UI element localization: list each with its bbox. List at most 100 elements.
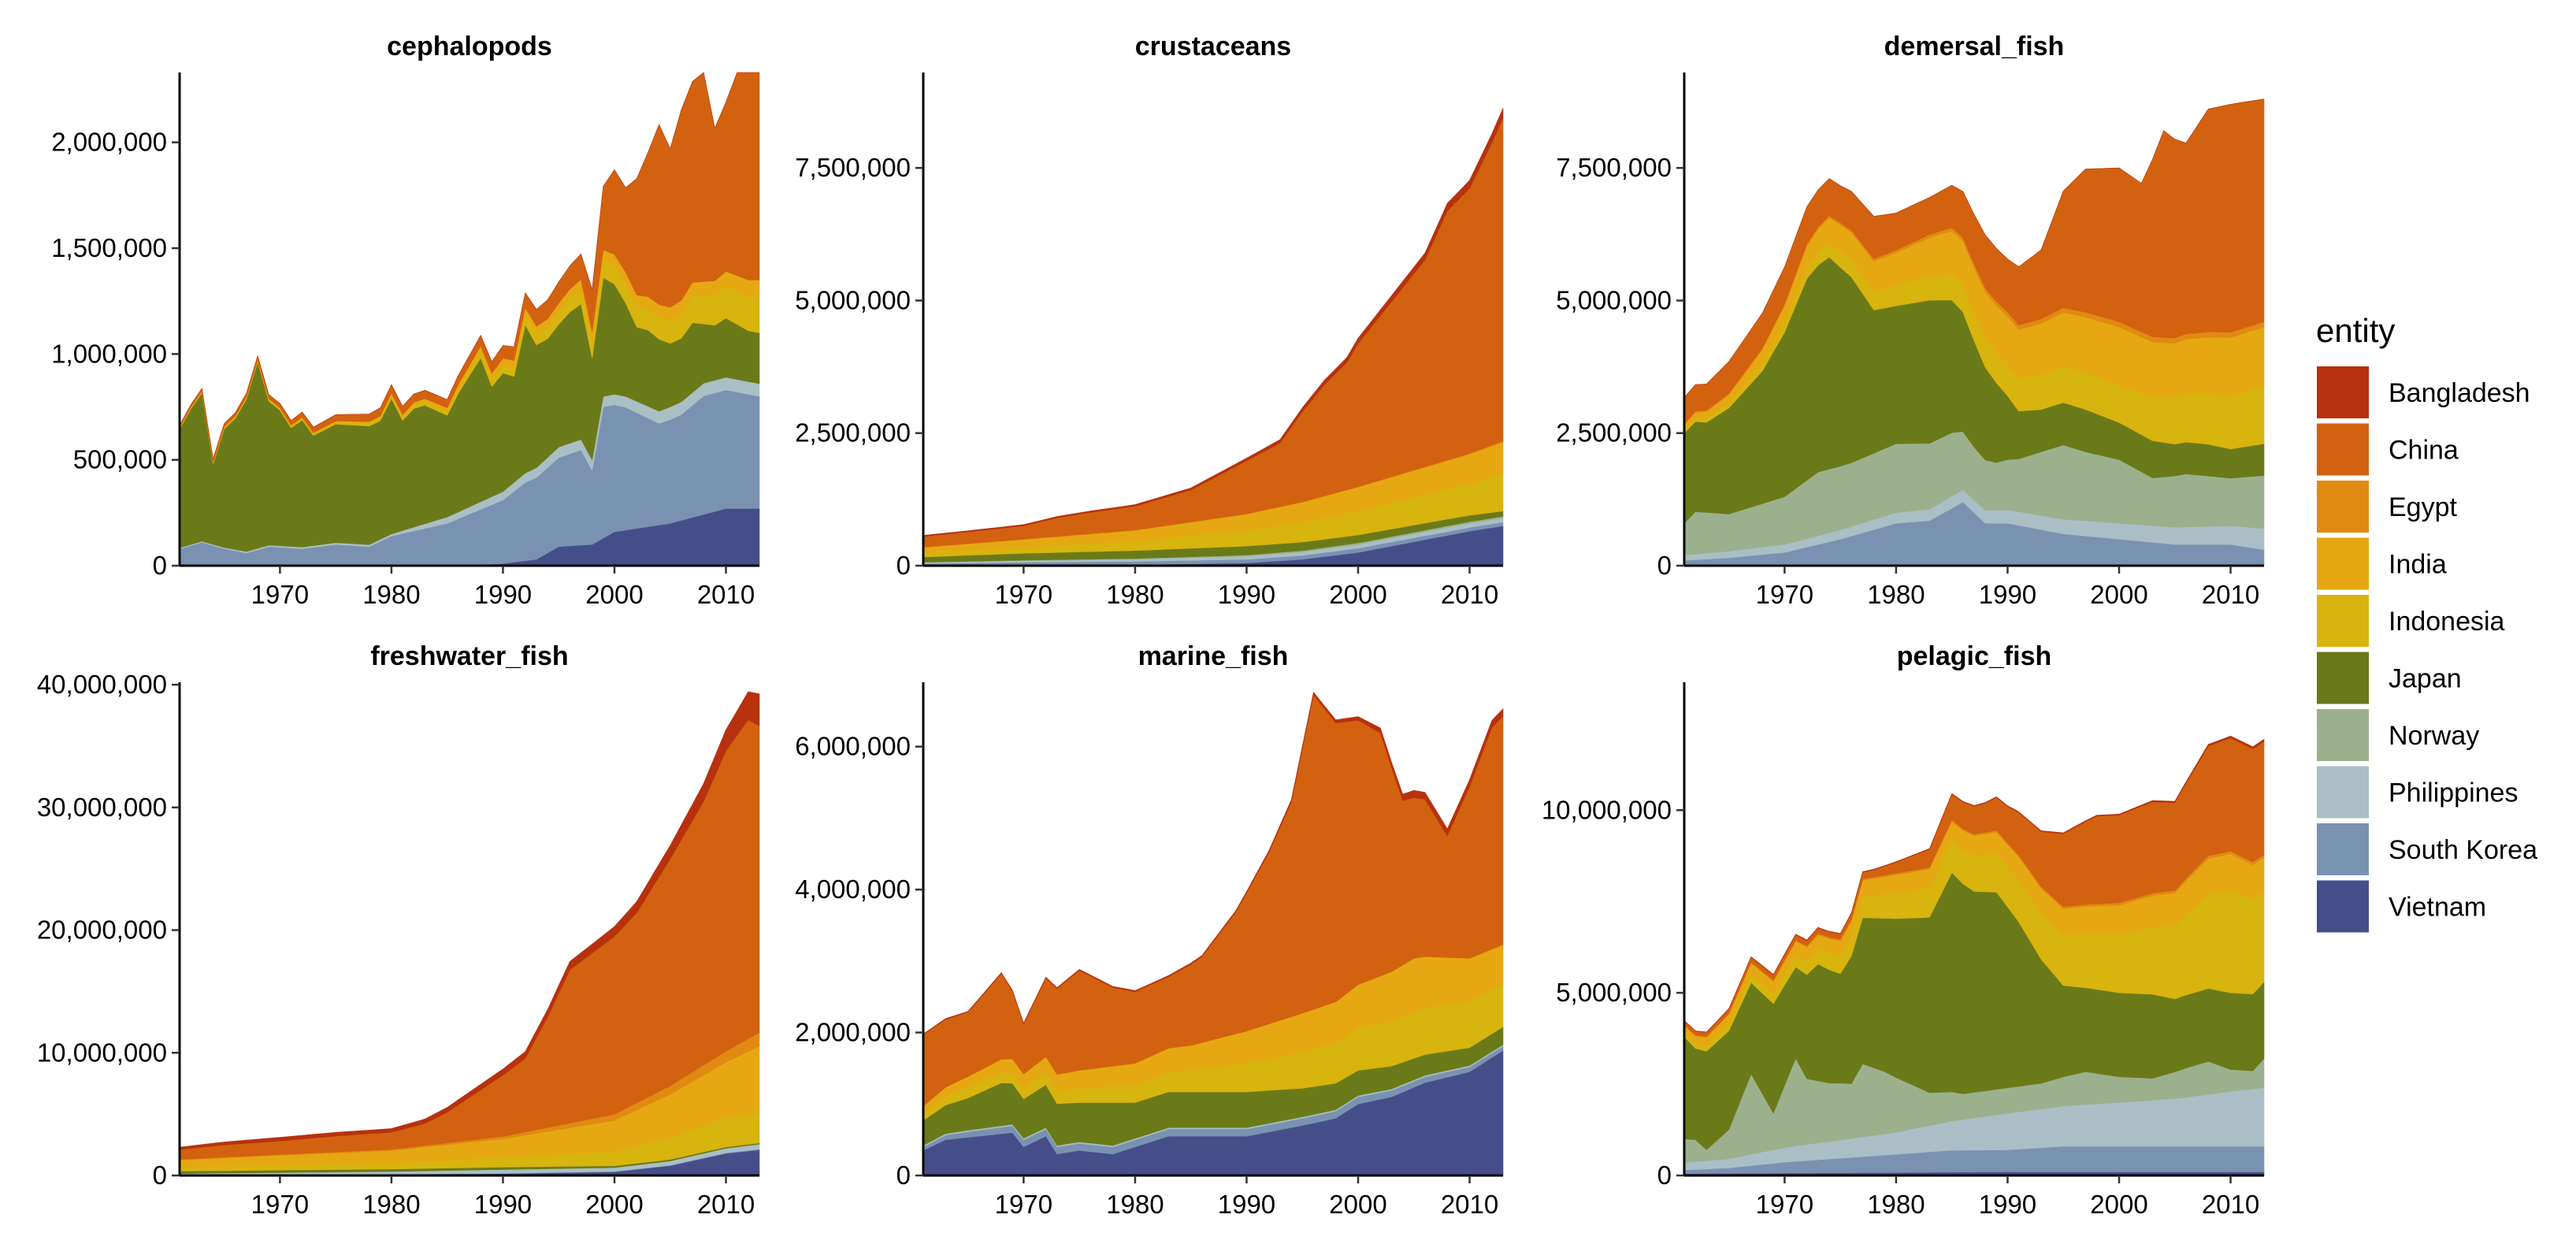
y-tick-label: 0 bbox=[153, 1161, 167, 1190]
x-tick-label: 2000 bbox=[1329, 580, 1386, 609]
area-layers bbox=[922, 107, 1504, 566]
legend-swatch bbox=[2315, 593, 2370, 648]
legend-swatch bbox=[2315, 650, 2370, 706]
x-tick-label: 1990 bbox=[1218, 1190, 1275, 1219]
area-bangladesh bbox=[179, 691, 760, 1150]
legend-swatch bbox=[2315, 764, 2370, 820]
area-layers bbox=[179, 72, 760, 566]
x-tick-label: 2000 bbox=[2090, 580, 2147, 609]
x-tick-label: 1990 bbox=[474, 1190, 532, 1219]
legend-item: Vietnam bbox=[2315, 878, 2486, 934]
y-tick-label: 2,000,000 bbox=[51, 128, 167, 157]
x-tick-label: 2010 bbox=[2202, 580, 2259, 609]
legend-swatch bbox=[2315, 365, 2370, 420]
legend-item: Japan bbox=[2315, 650, 2462, 706]
y-tick-label: 20,000,000 bbox=[37, 915, 167, 945]
legend-label: Bangladesh bbox=[2389, 378, 2530, 408]
y-tick-label: 0 bbox=[1657, 551, 1672, 580]
legend-item: Egypt bbox=[2315, 479, 2457, 534]
legend-label: China bbox=[2389, 436, 2459, 466]
panel-marine_fish: 0 2,000,000 4,000,000 6,000,000 1970 1980 1990… bbox=[795, 641, 1504, 1219]
legend-swatch bbox=[2315, 707, 2370, 763]
x-tick-label: 2010 bbox=[697, 580, 755, 609]
legend-title: entity bbox=[2316, 312, 2395, 349]
x-tick-label: 2010 bbox=[1441, 580, 1498, 609]
legend-swatch bbox=[2315, 878, 2370, 934]
panel-title: demersal_fish bbox=[1884, 32, 2065, 61]
panel-crustaceans: 0 2,500,000 5,000,000 7,500,000 1970 1980 1990… bbox=[795, 32, 1504, 609]
legend-item: Philippines bbox=[2315, 764, 2518, 820]
y-tick-label: 1,000,000 bbox=[51, 339, 167, 368]
x-tick-label: 2010 bbox=[697, 1190, 755, 1219]
panel-cephalopods: 0 500,000 1,000,000 1,500,000 2,000,000 1970 1… bbox=[51, 32, 760, 609]
legend-label: Vietnam bbox=[2389, 893, 2486, 923]
area-bangladesh bbox=[1683, 735, 2265, 1033]
x-tick-label: 1970 bbox=[995, 1190, 1052, 1219]
legend-label: Norway bbox=[2389, 721, 2479, 751]
legend-label: India bbox=[2389, 550, 2447, 580]
panel-demersal_fish: 0 2,500,000 5,000,000 7,500,000 1970 1980 1990… bbox=[1556, 32, 2265, 609]
y-tick-label: 10,000,000 bbox=[1542, 795, 1672, 824]
area-bangladesh bbox=[922, 691, 1504, 1035]
legend-item: South Korea bbox=[2315, 822, 2537, 877]
y-tick-label: 40,000,000 bbox=[37, 670, 167, 699]
y-tick-label: 2,500,000 bbox=[1556, 418, 1672, 448]
x-tick-label: 1980 bbox=[1867, 1190, 1925, 1219]
y-tick-label: 500,000 bbox=[73, 445, 167, 474]
panel-title: pelagic_fish bbox=[1897, 641, 2052, 671]
legend-swatch bbox=[2315, 479, 2370, 534]
legend-swatch bbox=[2315, 822, 2370, 877]
legend-item: Indonesia bbox=[2315, 593, 2505, 648]
legend-label: South Korea bbox=[2389, 835, 2537, 865]
legend: entity Bangladesh China Egypt India Indonesia… bbox=[2315, 312, 2537, 934]
area-bangladesh bbox=[1683, 98, 2265, 398]
area-bangladesh bbox=[179, 72, 759, 459]
y-tick-label: 5,000,000 bbox=[1556, 978, 1672, 1007]
panel-freshwater_fish: 0 10,000,000 20,000,000 30,000,000 40,000,00… bbox=[37, 641, 760, 1219]
x-tick-label: 1970 bbox=[1756, 580, 1813, 609]
x-tick-label: 1980 bbox=[362, 1190, 420, 1219]
x-tick-label: 1980 bbox=[1106, 1190, 1164, 1219]
x-tick-label: 2000 bbox=[2090, 1190, 2147, 1219]
y-tick-label: 6,000,000 bbox=[795, 732, 911, 761]
x-tick-label: 1980 bbox=[1867, 580, 1925, 609]
area-layers bbox=[179, 691, 760, 1176]
x-tick-label: 1970 bbox=[251, 580, 309, 609]
x-tick-label: 1990 bbox=[474, 580, 532, 609]
legend-label: Indonesia bbox=[2389, 607, 2505, 637]
legend-label: Philippines bbox=[2389, 778, 2518, 808]
y-tick-label: 0 bbox=[896, 551, 911, 580]
area-layers bbox=[1683, 735, 2265, 1176]
y-tick-label: 0 bbox=[153, 551, 167, 580]
y-tick-label: 0 bbox=[1657, 1161, 1672, 1190]
area-layers bbox=[922, 691, 1504, 1176]
x-tick-label: 1980 bbox=[362, 580, 420, 609]
legend-label: Japan bbox=[2389, 664, 2462, 694]
y-tick-label: 4,000,000 bbox=[795, 875, 911, 904]
x-tick-label: 1990 bbox=[1979, 580, 2036, 609]
y-tick-label: 2,000,000 bbox=[795, 1018, 911, 1047]
x-tick-label: 2010 bbox=[1441, 1190, 1498, 1219]
x-tick-label: 1980 bbox=[1106, 580, 1164, 609]
legend-item: China bbox=[2315, 422, 2459, 477]
x-tick-label: 1990 bbox=[1979, 1190, 2036, 1219]
y-tick-label: 0 bbox=[896, 1161, 911, 1190]
y-tick-label: 1,500,000 bbox=[51, 233, 167, 262]
x-tick-label: 1970 bbox=[1756, 1190, 1813, 1219]
x-tick-label: 1970 bbox=[251, 1190, 309, 1219]
legend-swatch bbox=[2315, 536, 2370, 592]
y-tick-label: 7,500,000 bbox=[795, 153, 911, 182]
panel-pelagic_fish: 0 5,000,000 10,000,000 1970 1980 1990 2000 2010… bbox=[1542, 641, 2265, 1219]
y-tick-label: 5,000,000 bbox=[1556, 285, 1672, 314]
y-tick-label: 10,000,000 bbox=[37, 1038, 167, 1067]
x-tick-label: 2000 bbox=[585, 580, 643, 609]
y-tick-label: 5,000,000 bbox=[795, 285, 911, 314]
legend-label: Egypt bbox=[2389, 492, 2457, 522]
legend-item: Norway bbox=[2315, 707, 2479, 763]
y-tick-label: 30,000,000 bbox=[37, 793, 167, 822]
x-tick-label: 2000 bbox=[1329, 1190, 1386, 1219]
area-layers bbox=[1683, 98, 2265, 566]
x-tick-label: 2010 bbox=[2202, 1190, 2259, 1219]
